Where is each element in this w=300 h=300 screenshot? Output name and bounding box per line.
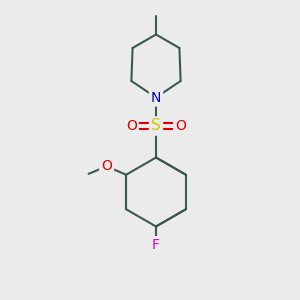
Text: O: O [126, 119, 137, 133]
Text: O: O [101, 159, 112, 173]
Text: S: S [151, 118, 161, 134]
Text: F: F [152, 238, 160, 252]
Text: O: O [175, 119, 186, 133]
Text: N: N [151, 91, 161, 104]
